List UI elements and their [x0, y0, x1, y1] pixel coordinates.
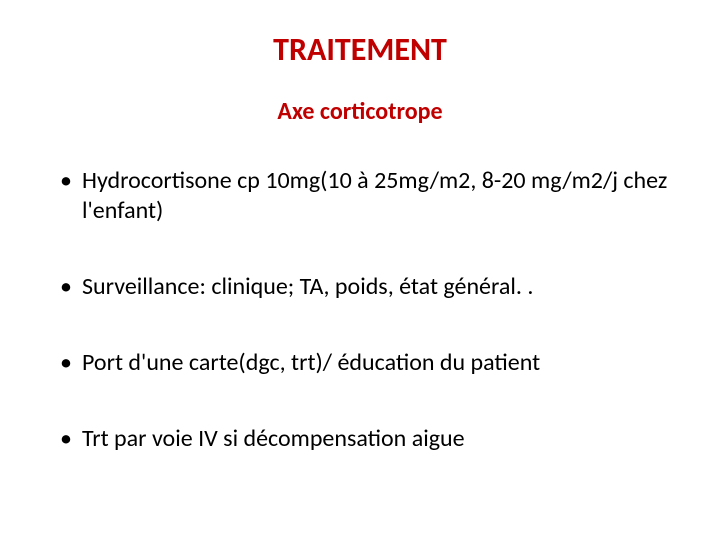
- slide-title: TRAITEMENT: [40, 30, 680, 69]
- list-item: Surveillance: clinique; TA, poids, état …: [60, 272, 680, 302]
- list-item: Port d'une carte(dgc, trt)/ éducation du…: [60, 348, 680, 378]
- list-item: Hydrocortisone cp 10mg(10 à 25mg/m2, 8-2…: [60, 166, 680, 226]
- slide: TRAITEMENT Axe corticotrope Hydrocortiso…: [0, 0, 720, 540]
- list-item: Trt par voie IV si décompensation aigue: [60, 424, 680, 454]
- bullet-list: Hydrocortisone cp 10mg(10 à 25mg/m2, 8-2…: [60, 166, 680, 454]
- slide-subtitle: Axe corticotrope: [40, 97, 680, 126]
